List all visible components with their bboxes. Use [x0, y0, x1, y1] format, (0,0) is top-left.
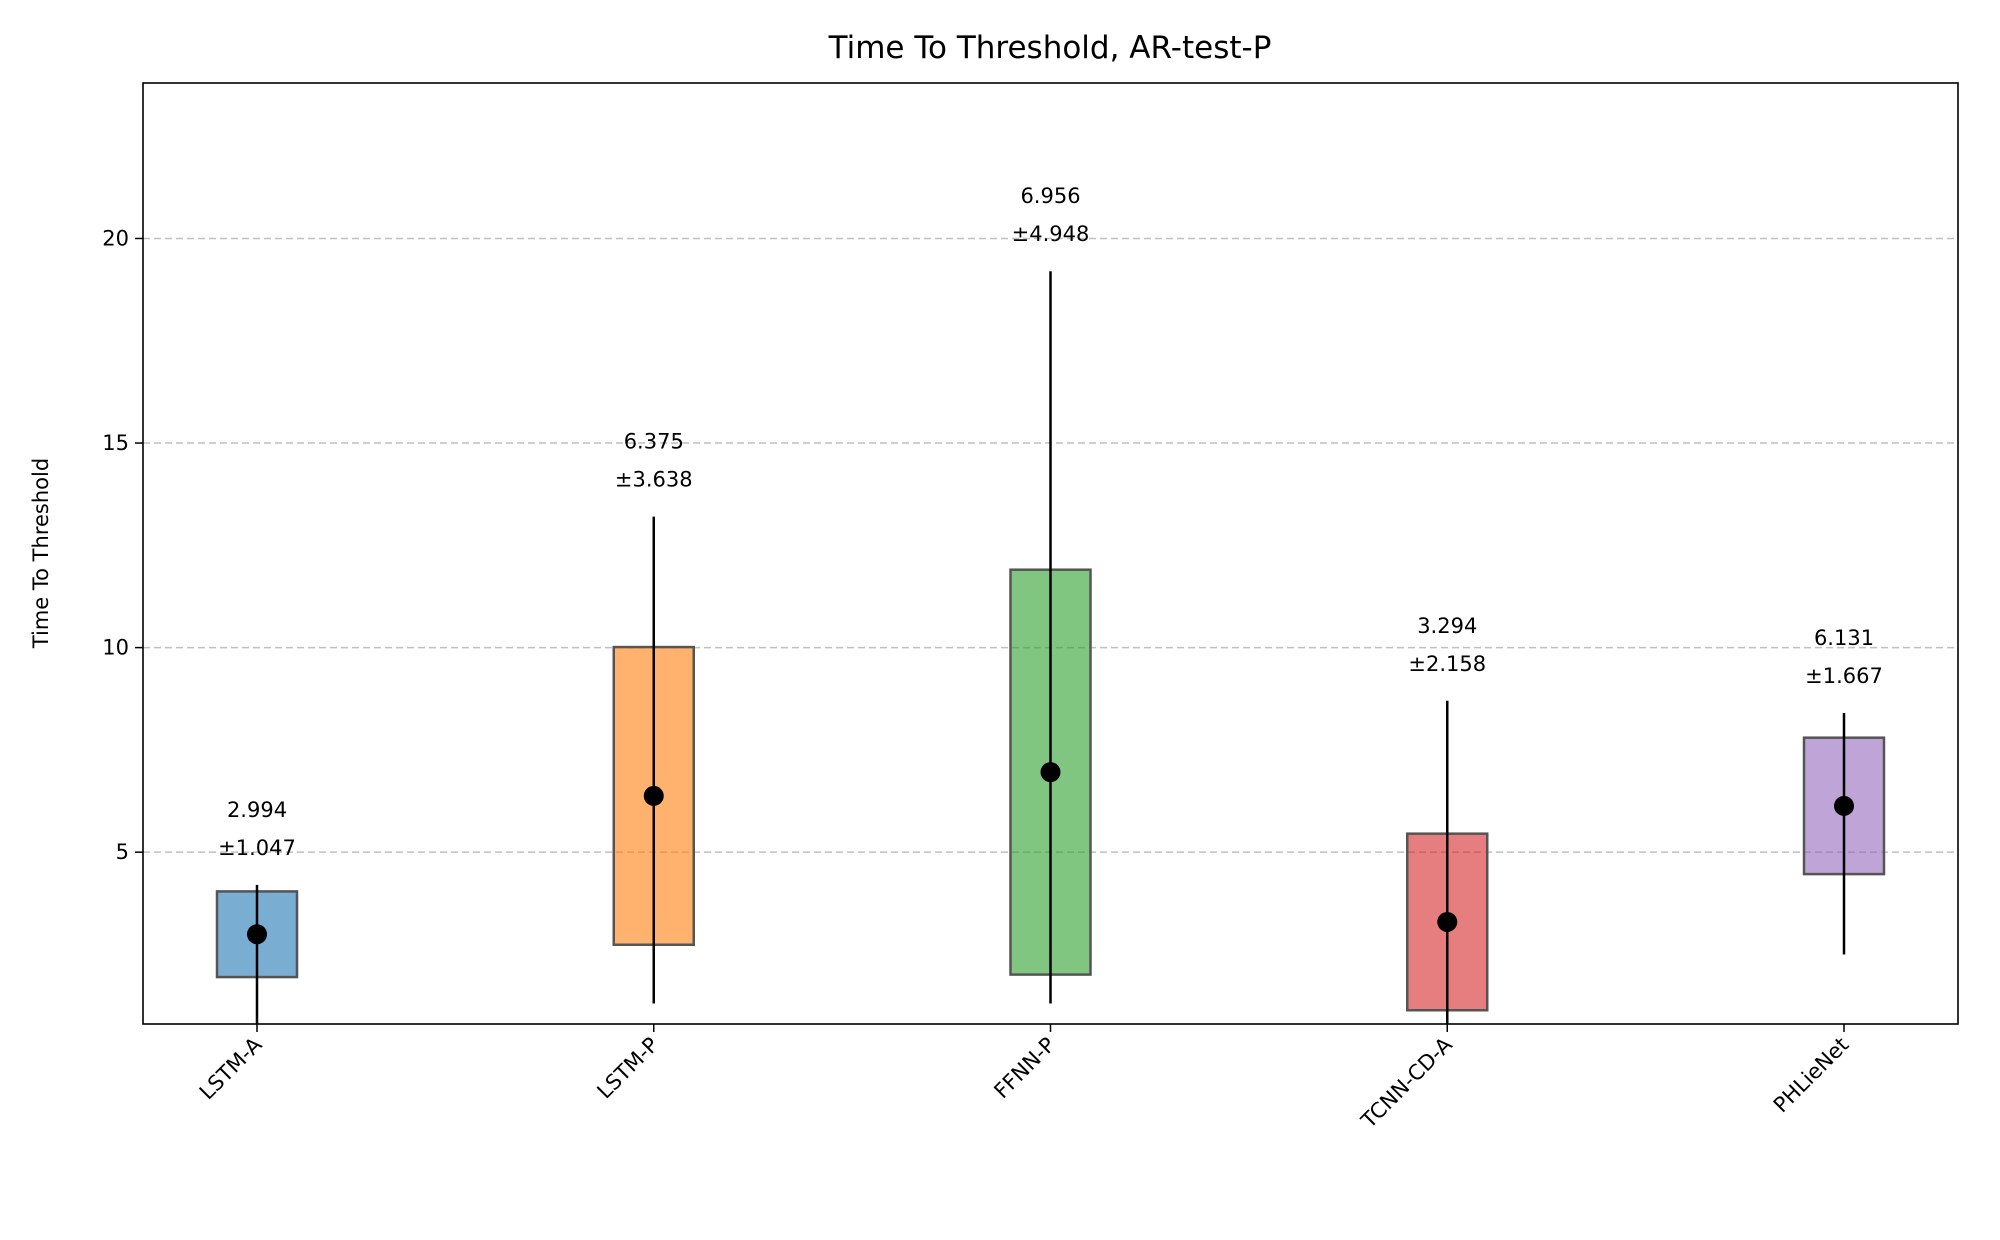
- mean-dot: [1437, 911, 1458, 932]
- mean-label: 3.294: [1417, 614, 1477, 638]
- y-tick-label: 5: [116, 840, 129, 864]
- x-tick-label: FFNN-P: [989, 1033, 1060, 1104]
- y-tick-label: 20: [102, 226, 129, 250]
- std-label: ±4.948: [1012, 222, 1090, 246]
- mean-dot: [643, 785, 664, 806]
- mean-label: 6.131: [1814, 626, 1874, 650]
- x-tick-label: LSTM-A: [195, 1032, 267, 1104]
- plot-area: [143, 237, 1958, 1024]
- mean-dot: [247, 924, 267, 945]
- std-label: ±1.047: [218, 836, 296, 860]
- mean-label: 6.375: [624, 430, 684, 454]
- x-tick-label: PHLieNet: [1769, 1033, 1854, 1118]
- mean-label: 2.994: [227, 798, 287, 822]
- std-label: ±2.158: [1408, 652, 1486, 676]
- y-tick-label: 10: [102, 636, 129, 660]
- chart-title: Time To Threshold, AR-test-P: [828, 30, 1272, 66]
- x-tick-label: LSTM-P: [592, 1033, 663, 1104]
- mean-label: 6.956: [1020, 184, 1080, 208]
- mean-dot: [1834, 795, 1854, 816]
- y-tick-label: 15: [102, 431, 129, 455]
- std-label: ±3.638: [615, 468, 693, 492]
- y-axis-label: Time To Threshold: [29, 458, 53, 649]
- mean-dot: [1040, 762, 1061, 783]
- x-tick-label: TCNN-CD-A: [1356, 1032, 1457, 1133]
- std-label: ±1.667: [1805, 664, 1883, 688]
